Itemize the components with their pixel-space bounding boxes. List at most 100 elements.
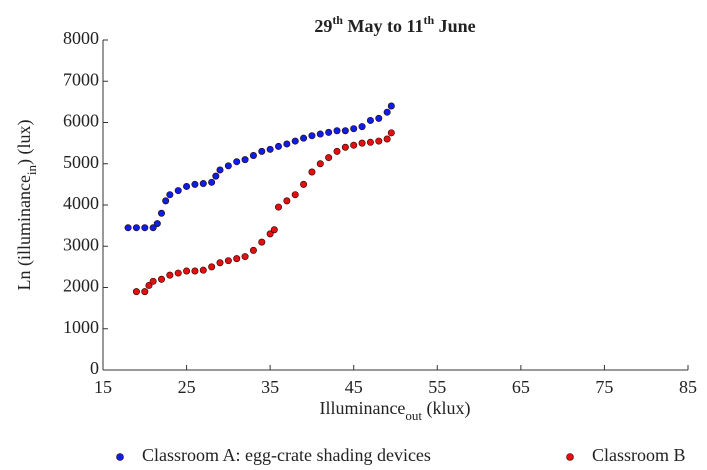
- point: [158, 209, 166, 217]
- point: [270, 226, 278, 234]
- point: [141, 224, 149, 232]
- point: [212, 172, 220, 180]
- point: [249, 152, 257, 160]
- point: [308, 132, 316, 140]
- y-tick-label: 6000: [63, 111, 99, 131]
- y-tick-label: 0: [90, 358, 99, 378]
- x-tick-label: 25: [178, 377, 196, 397]
- point: [341, 127, 349, 135]
- y-tick-label: 5000: [63, 152, 99, 172]
- label-part: ) (lux): [14, 119, 35, 164]
- point: [145, 281, 153, 289]
- x-tick-label: 75: [595, 377, 613, 397]
- chart-title: 29th May to 11th June: [314, 13, 475, 36]
- point: [233, 255, 241, 263]
- point: [274, 203, 282, 211]
- point: [325, 128, 333, 136]
- point: [358, 123, 366, 131]
- x-tick-label: 55: [428, 377, 446, 397]
- point: [291, 191, 299, 199]
- title-part: May to 11: [343, 16, 424, 36]
- point: [191, 267, 199, 275]
- point: [199, 180, 207, 188]
- point: [183, 267, 191, 275]
- y-tick-label: 7000: [63, 69, 99, 89]
- x-axis-label: Illuminanceout (klux): [319, 398, 470, 423]
- x-tick-label: 85: [679, 377, 697, 397]
- point: [216, 166, 224, 174]
- point: [132, 288, 140, 296]
- y-axis-label: Ln (illuminancein) (lux): [14, 119, 39, 290]
- point: [166, 271, 174, 279]
- point: [162, 197, 170, 205]
- point: [383, 108, 391, 116]
- point: [333, 127, 341, 135]
- point: [174, 269, 182, 277]
- point: [375, 137, 383, 145]
- label-sub: out: [405, 408, 422, 423]
- title-sup: th: [423, 13, 434, 27]
- point: [283, 197, 291, 205]
- label-part: Ln (illuminance: [14, 175, 35, 290]
- point: [350, 141, 358, 149]
- point: [199, 266, 207, 274]
- point: [153, 220, 161, 228]
- point: [208, 263, 216, 271]
- legend-marker: [116, 453, 124, 461]
- x-tick-label: 65: [512, 377, 530, 397]
- point: [316, 130, 324, 138]
- point: [224, 257, 232, 265]
- point: [387, 102, 395, 110]
- point: [333, 147, 341, 155]
- point: [258, 238, 266, 246]
- point: [325, 154, 333, 162]
- point: [274, 142, 282, 150]
- point: [308, 168, 316, 176]
- point: [149, 224, 157, 232]
- label-sub: in: [24, 164, 39, 175]
- point: [124, 224, 132, 232]
- y-tick-label: 8000: [63, 28, 99, 48]
- point: [183, 182, 191, 190]
- point: [174, 187, 182, 195]
- point: [208, 178, 216, 186]
- point: [258, 147, 266, 155]
- point: [300, 180, 308, 188]
- point: [158, 275, 166, 283]
- x-tick-label: 35: [261, 377, 279, 397]
- point: [149, 277, 157, 285]
- point: [141, 288, 149, 296]
- point: [350, 125, 358, 133]
- label-part: Illuminance: [319, 398, 405, 418]
- point: [283, 140, 291, 148]
- y-tick-label: 2000: [63, 276, 99, 296]
- point: [387, 129, 395, 137]
- legend-label: Classroom A: egg-crate shading devices: [142, 445, 431, 465]
- point: [316, 160, 324, 168]
- y-tick-label: 1000: [63, 317, 99, 337]
- point: [132, 224, 140, 232]
- point: [216, 259, 224, 267]
- title-part: 29: [314, 16, 332, 36]
- title-sup: th: [332, 13, 343, 27]
- point: [266, 230, 274, 238]
- x-tick-label: 45: [345, 377, 363, 397]
- label-part: (klux): [422, 398, 471, 419]
- legend-label: Classroom B: [592, 445, 686, 465]
- point: [300, 134, 308, 142]
- point: [375, 114, 383, 122]
- point: [249, 246, 257, 254]
- title-part: June: [434, 16, 476, 36]
- point: [341, 143, 349, 151]
- point: [266, 145, 274, 153]
- point: [291, 137, 299, 145]
- point: [166, 191, 174, 199]
- y-tick-label: 4000: [63, 193, 99, 213]
- y-tick-label: 3000: [63, 234, 99, 254]
- point: [241, 253, 249, 261]
- point: [241, 156, 249, 164]
- legend-marker: [566, 453, 574, 461]
- point: [224, 162, 232, 170]
- x-tick-label: 15: [94, 377, 112, 397]
